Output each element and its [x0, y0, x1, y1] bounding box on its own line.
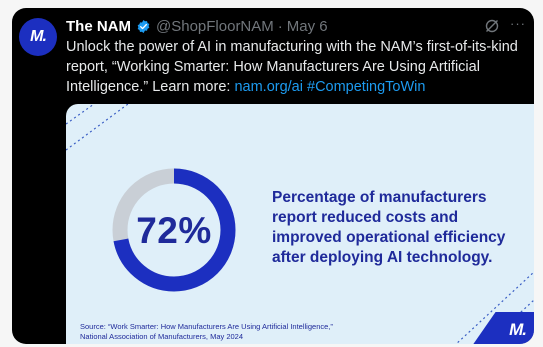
- source-citation: Source: “Work Smarter: How Manufacturers…: [80, 322, 400, 341]
- grok-slash-icon[interactable]: [484, 18, 500, 34]
- more-options-icon[interactable]: ···: [510, 16, 526, 31]
- tweet-card[interactable]: M. The NAM @ShopFloorNAM · May 6 ··· Unl…: [12, 8, 534, 344]
- author-handle[interactable]: @ShopFloorNAM: [156, 17, 274, 35]
- percentage-value: 72%: [136, 210, 212, 251]
- ring-progress: [112, 168, 236, 292]
- tweet-hashtag[interactable]: #CompetingToWin: [307, 79, 426, 95]
- source-line-1: Source: “Work Smarter: How Manufacturers…: [80, 322, 333, 331]
- tweet-body-text: Unlock the power of AI in manufacturing …: [66, 39, 518, 95]
- avatar-logo-text: M.: [30, 28, 47, 45]
- author-name[interactable]: The NAM: [66, 17, 131, 35]
- statistic-statement: Percentage of manufacturers report reduc…: [272, 189, 506, 266]
- verified-check-badge-icon: [137, 19, 150, 33]
- tweet-body: Unlock the power of AI in manufacturing …: [66, 37, 522, 97]
- tweet-date[interactable]: May 6: [286, 17, 328, 35]
- nam-logo-text: M.: [509, 320, 527, 339]
- tweet-media-image[interactable]: 72% Percentage of manufacturers report r…: [66, 104, 534, 344]
- tweet-header: The NAM @ShopFloorNAM · May 6 ···: [66, 16, 526, 36]
- source-line-2: National Association of Manufacturers, M…: [80, 331, 244, 341]
- header-separator: ·: [277, 17, 283, 35]
- avatar[interactable]: M.: [19, 18, 57, 56]
- tweet-link[interactable]: nam.org/ai: [234, 79, 303, 95]
- percentage-ring: [112, 168, 236, 292]
